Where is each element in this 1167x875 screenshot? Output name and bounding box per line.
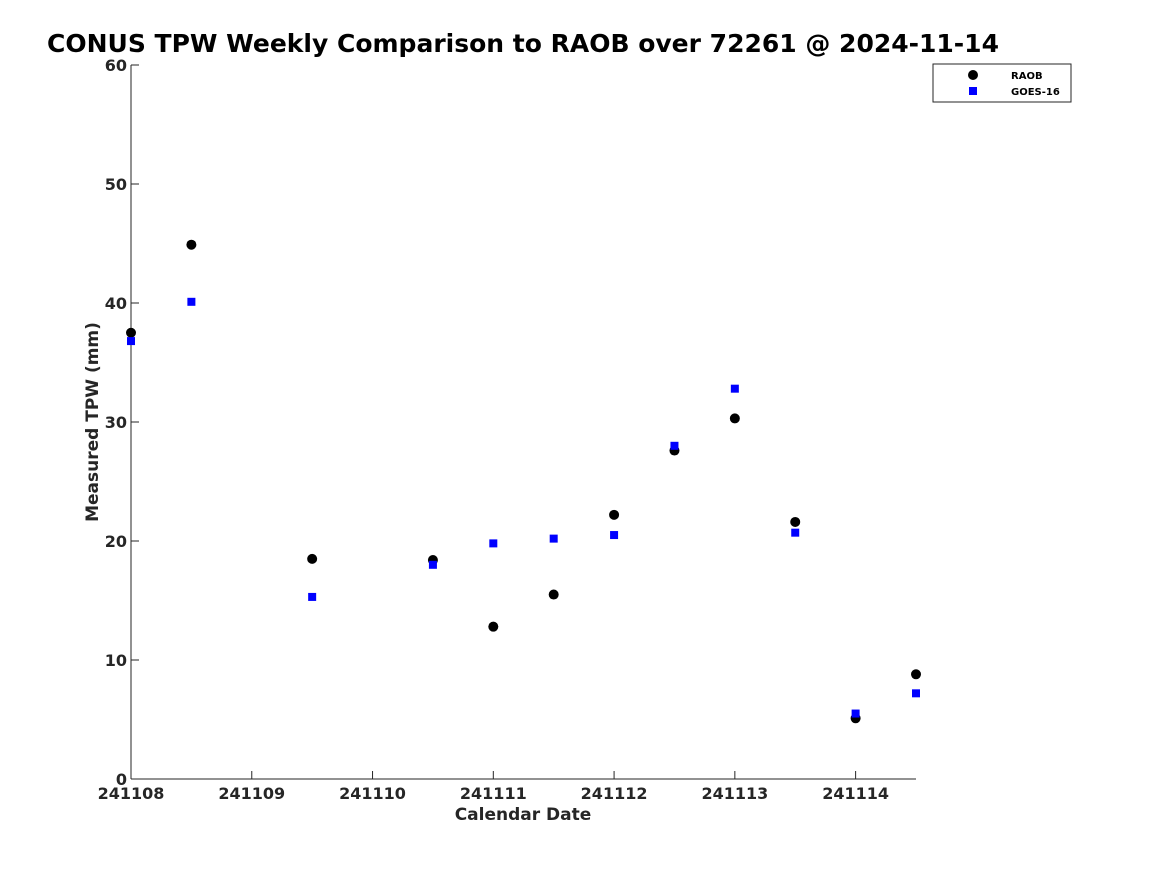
raob-point <box>911 669 921 680</box>
x-tick-label: 241109 <box>218 784 285 803</box>
goes-16-point <box>428 560 437 569</box>
y-tick-label: 40 <box>105 294 127 313</box>
y-tick-label: 50 <box>105 175 127 194</box>
x-tick-label: 241114 <box>822 784 889 803</box>
raob-point <box>126 327 136 338</box>
y-tick-label: 0 <box>116 770 127 789</box>
goes-16-point <box>489 539 498 548</box>
series-raob <box>126 239 921 724</box>
legend-marker-square <box>969 87 977 95</box>
plot-markers <box>126 239 921 724</box>
x-tick-label: 241111 <box>460 784 527 803</box>
y-tick-label: 20 <box>105 532 127 551</box>
x-tick-label: 241112 <box>581 784 648 803</box>
goes-16-point <box>670 441 679 450</box>
raob-point <box>790 516 801 527</box>
raob-point <box>729 413 740 424</box>
goes-16-point <box>549 534 558 543</box>
y-tick-label: 60 <box>105 56 127 75</box>
goes-16-point <box>912 689 920 698</box>
goes-16-point <box>851 709 860 718</box>
legend-label: GOES-16 <box>1011 87 1060 98</box>
goes-16-point <box>730 384 739 393</box>
axes: 0 10 20 30 40 50 60 241108 241109 241110 241111 241… <box>98 56 916 803</box>
raob-point <box>186 239 197 250</box>
x-tick-label: 241113 <box>701 784 768 803</box>
legend: RAOB GOES-16 <box>932 63 1072 103</box>
raob-point <box>548 589 559 600</box>
x-tick-label: 241110 <box>339 784 406 803</box>
chart-title: CONUS TPW Weekly Comparison to RAOB over… <box>47 29 999 58</box>
x-axis-label: Calendar Date <box>455 805 592 825</box>
legend-label: RAOB <box>1011 71 1043 82</box>
goes-16-point <box>610 531 619 540</box>
y-axis-label: Measured TPW (mm) <box>83 322 103 522</box>
raob-point <box>609 509 620 520</box>
goes-16-point <box>127 337 135 346</box>
x-tick-label: 241108 <box>98 784 165 803</box>
goes-16-point <box>187 297 196 306</box>
raob-point <box>307 553 318 564</box>
series-goes-16 <box>127 297 920 718</box>
goes-16-point <box>308 592 317 601</box>
y-tick-label: 10 <box>105 651 127 670</box>
legend-marker-circle <box>968 70 978 80</box>
goes-16-point <box>791 528 800 537</box>
raob-point <box>488 621 499 632</box>
y-tick-label: 30 <box>105 413 127 432</box>
legend-box <box>932 63 1072 103</box>
